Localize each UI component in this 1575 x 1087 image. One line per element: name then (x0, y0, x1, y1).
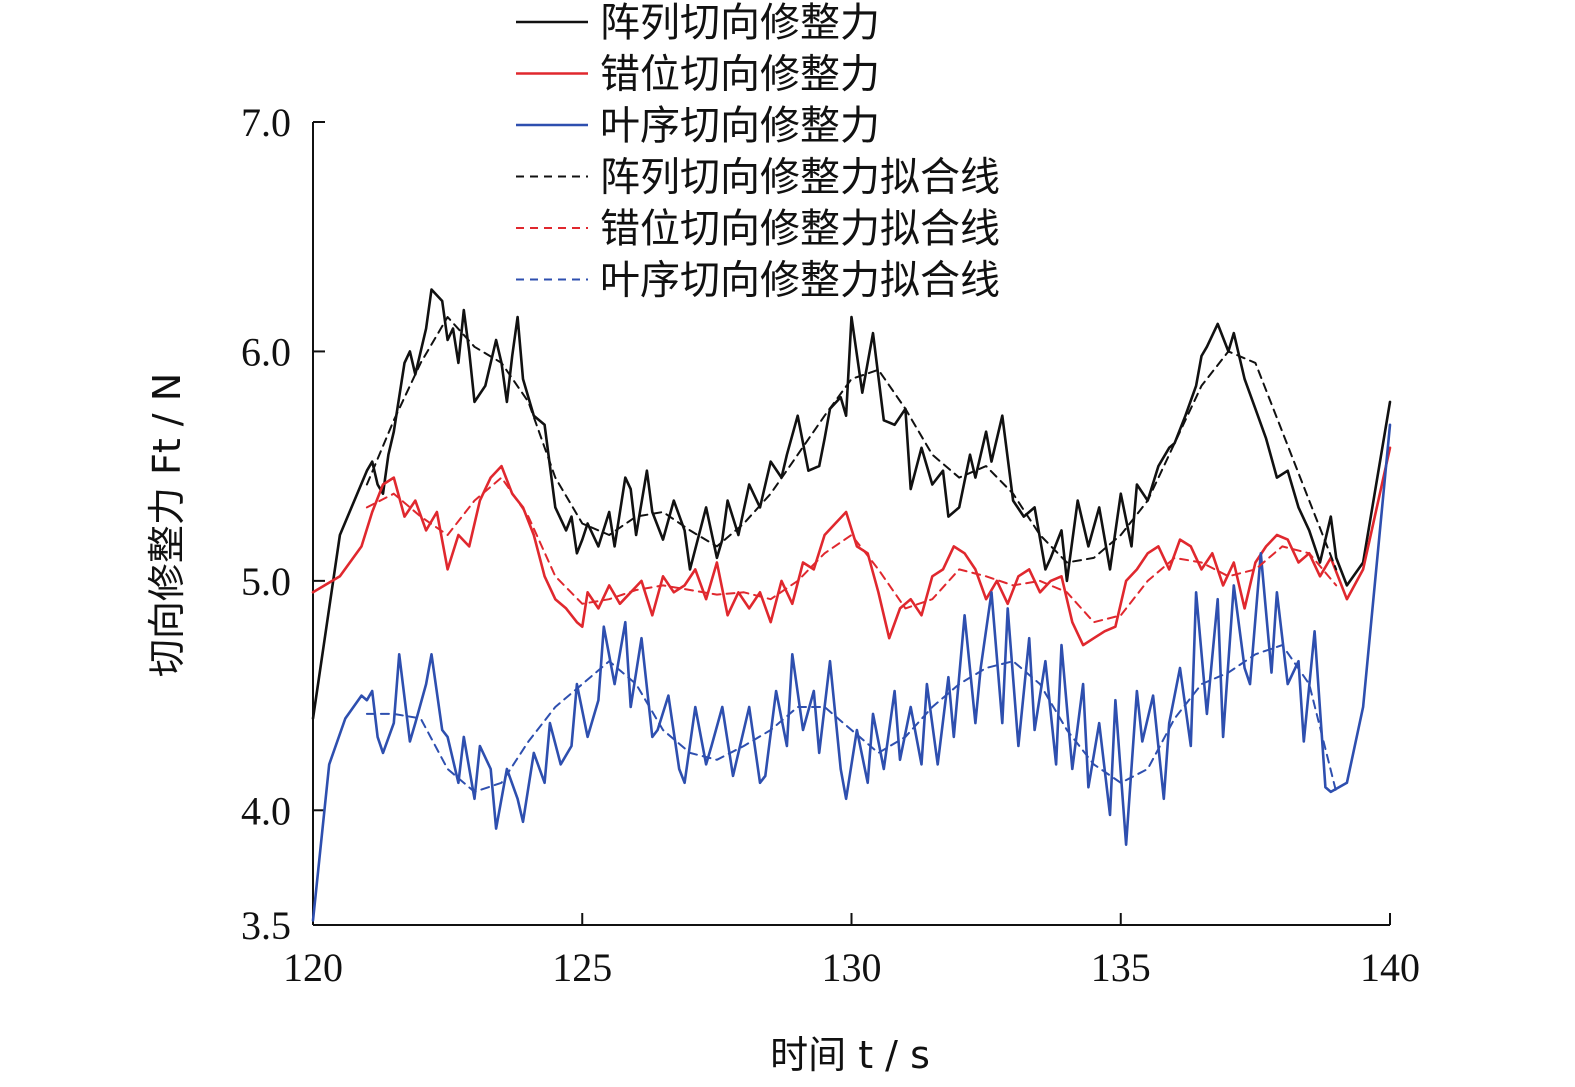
legend-label: 阵列切向修整力 (600, 0, 880, 46)
x-axis-title: 时间 t / s (770, 1033, 930, 1077)
x-tick-label: 135 (1091, 945, 1151, 990)
legend-label: 阵列切向修整力拟合线 (600, 155, 1000, 201)
series-line (365, 476, 1338, 624)
series-line (311, 446, 1392, 647)
y-tick-label: 5.0 (241, 559, 291, 604)
y-tick-label: 4.0 (241, 788, 291, 833)
x-tick-label: 130 (822, 945, 882, 990)
legend-label: 叶序切向修整力 (600, 103, 880, 149)
series-line (311, 423, 1392, 922)
legend: 阵列切向修整力错位切向修整力叶序切向修整力阵列切向修整力拟合线错位切向修整力拟合… (516, 0, 1000, 304)
axis-ticks: 120 125 130 135 140 3.5 4.0 5.0 6.0 7.0 (241, 100, 1420, 990)
x-tick-label: 125 (552, 945, 612, 990)
legend-label: 错位切向修整力 (600, 52, 880, 98)
x-tick-label: 140 (1360, 945, 1420, 990)
y-tick-label: 3.5 (241, 903, 291, 948)
x-tick-label: 120 (283, 945, 343, 990)
plot-area (311, 288, 1392, 922)
y-tick-label: 6.0 (241, 329, 291, 374)
legend-label: 错位切向修整力拟合线 (600, 206, 1000, 252)
y-axis-title: 切向修整力 Ft / N (145, 373, 189, 677)
legend-label: 叶序切向修整力拟合线 (600, 258, 1000, 304)
series-line (365, 644, 1338, 793)
y-tick-label: 7.0 (241, 100, 291, 145)
